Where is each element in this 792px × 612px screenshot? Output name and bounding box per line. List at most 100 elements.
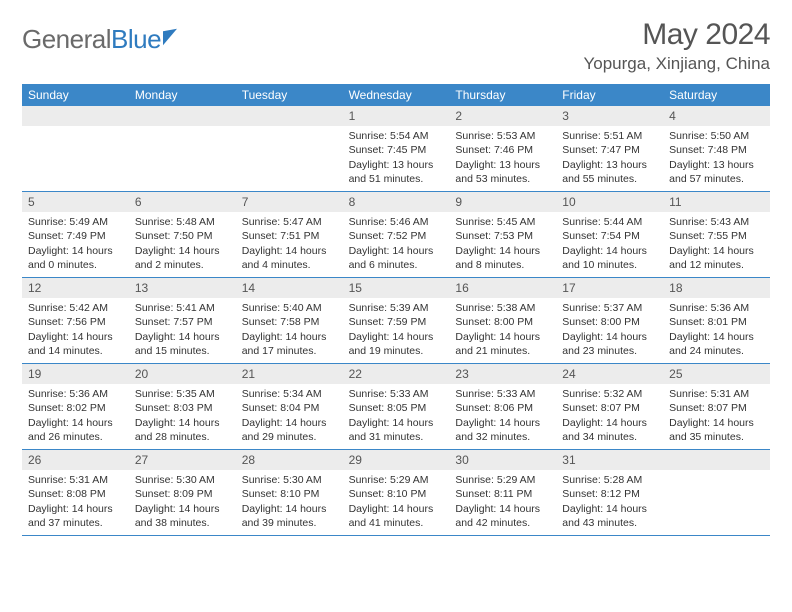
daylight-line1: Daylight: 14 hours: [669, 330, 764, 344]
daylight-line2: and 10 minutes.: [562, 258, 657, 272]
calendar-grid: SundayMondayTuesdayWednesdayThursdayFrid…: [22, 84, 770, 536]
daylight-line2: and 8 minutes.: [455, 258, 550, 272]
calendar-cell: 12Sunrise: 5:42 AMSunset: 7:56 PMDayligh…: [22, 278, 129, 364]
day-details: Sunrise: 5:54 AMSunset: 7:45 PMDaylight:…: [343, 129, 450, 186]
daylight-line2: and 51 minutes.: [349, 172, 444, 186]
day-details: Sunrise: 5:48 AMSunset: 7:50 PMDaylight:…: [129, 215, 236, 272]
calendar-cell: 22Sunrise: 5:33 AMSunset: 8:05 PMDayligh…: [343, 364, 450, 450]
calendar-cell: 11Sunrise: 5:43 AMSunset: 7:55 PMDayligh…: [663, 192, 770, 278]
calendar-cell-empty: [129, 106, 236, 192]
daylight-line2: and 0 minutes.: [28, 258, 123, 272]
calendar-cell-empty: [663, 450, 770, 536]
calendar-cell: 7 Sunrise: 5:47 AMSunset: 7:51 PMDaylight…: [236, 192, 343, 278]
sunrise-line: Sunrise: 5:29 AM: [349, 473, 444, 487]
day-number: 10: [556, 192, 663, 212]
sunset-line: Sunset: 7:54 PM: [562, 229, 657, 243]
calendar-cell: 4 Sunrise: 5:50 AMSunset: 7:48 PMDaylight…: [663, 106, 770, 192]
daylight-line2: and 31 minutes.: [349, 430, 444, 444]
daylight-line1: Daylight: 14 hours: [28, 244, 123, 258]
sunset-line: Sunset: 8:00 PM: [455, 315, 550, 329]
daylight-line1: Daylight: 14 hours: [455, 330, 550, 344]
calendar-cell: 21Sunrise: 5:34 AMSunset: 8:04 PMDayligh…: [236, 364, 343, 450]
weekday-header: Sunday: [22, 84, 129, 106]
calendar-cell: 14Sunrise: 5:40 AMSunset: 7:58 PMDayligh…: [236, 278, 343, 364]
daylight-line1: Daylight: 13 hours: [349, 158, 444, 172]
calendar-cell: 19 Sunrise: 5:36 AMSunset: 8:02 PMDayligh…: [22, 364, 129, 450]
sunset-line: Sunset: 7:46 PM: [455, 143, 550, 157]
sunset-line: Sunset: 7:57 PM: [135, 315, 230, 329]
daylight-line1: Daylight: 14 hours: [349, 416, 444, 430]
daylight-line2: and 14 minutes.: [28, 344, 123, 358]
weekday-header: Friday: [556, 84, 663, 106]
day-details: Sunrise: 5:43 AMSunset: 7:55 PMDaylight:…: [663, 215, 770, 272]
day-number: 17: [556, 278, 663, 298]
sunrise-line: Sunrise: 5:51 AM: [562, 129, 657, 143]
sunset-line: Sunset: 8:01 PM: [669, 315, 764, 329]
daylight-line1: Daylight: 14 hours: [242, 416, 337, 430]
day-number: 19: [22, 364, 129, 384]
day-number: 24: [556, 364, 663, 384]
weekday-header: Tuesday: [236, 84, 343, 106]
day-details: Sunrise: 5:50 AMSunset: 7:48 PMDaylight:…: [663, 129, 770, 186]
day-number: 7: [236, 192, 343, 212]
day-details: Sunrise: 5:36 AMSunset: 8:02 PMDaylight:…: [22, 387, 129, 444]
day-number: 29: [343, 450, 450, 470]
sunrise-line: Sunrise: 5:42 AM: [28, 301, 123, 315]
header-row: GeneralBlue May 2024 Yopurga, Xinjiang, …: [22, 18, 770, 74]
daylight-line2: and 29 minutes.: [242, 430, 337, 444]
day-details: Sunrise: 5:31 AMSunset: 8:08 PMDaylight:…: [22, 473, 129, 530]
sunrise-line: Sunrise: 5:38 AM: [455, 301, 550, 315]
daylight-line2: and 28 minutes.: [135, 430, 230, 444]
calendar-cell: 1Sunrise: 5:54 AMSunset: 7:45 PMDaylight…: [343, 106, 450, 192]
day-details: Sunrise: 5:31 AMSunset: 8:07 PMDaylight:…: [663, 387, 770, 444]
day-details: Sunrise: 5:30 AMSunset: 8:10 PMDaylight:…: [236, 473, 343, 530]
sunrise-line: Sunrise: 5:33 AM: [349, 387, 444, 401]
calendar-cell: 27 Sunrise: 5:30 AMSunset: 8:09 PMDayligh…: [129, 450, 236, 536]
sunset-line: Sunset: 8:04 PM: [242, 401, 337, 415]
day-number: 4: [663, 106, 770, 126]
weekday-header: Monday: [129, 84, 236, 106]
day-number: 5: [22, 192, 129, 212]
calendar-cell: 8Sunrise: 5:46 AMSunset: 7:52 PMDaylight…: [343, 192, 450, 278]
sunset-line: Sunset: 8:02 PM: [28, 401, 123, 415]
sunset-line: Sunset: 8:07 PM: [562, 401, 657, 415]
daylight-line1: Daylight: 14 hours: [455, 244, 550, 258]
sunset-line: Sunset: 7:45 PM: [349, 143, 444, 157]
day-details: Sunrise: 5:51 AMSunset: 7:47 PMDaylight:…: [556, 129, 663, 186]
calendar-cell-empty: [236, 106, 343, 192]
day-details: Sunrise: 5:53 AMSunset: 7:46 PMDaylight:…: [449, 129, 556, 186]
daylight-line2: and 38 minutes.: [135, 516, 230, 530]
sunset-line: Sunset: 7:55 PM: [669, 229, 764, 243]
sunrise-line: Sunrise: 5:31 AM: [28, 473, 123, 487]
sunrise-line: Sunrise: 5:29 AM: [455, 473, 550, 487]
sunrise-line: Sunrise: 5:41 AM: [135, 301, 230, 315]
day-details: Sunrise: 5:36 AMSunset: 8:01 PMDaylight:…: [663, 301, 770, 358]
day-number: 20: [129, 364, 236, 384]
day-details: Sunrise: 5:29 AMSunset: 8:10 PMDaylight:…: [343, 473, 450, 530]
day-number: 16: [449, 278, 556, 298]
sunset-line: Sunset: 8:12 PM: [562, 487, 657, 501]
sunrise-line: Sunrise: 5:32 AM: [562, 387, 657, 401]
sunrise-line: Sunrise: 5:30 AM: [242, 473, 337, 487]
daylight-line1: Daylight: 14 hours: [349, 502, 444, 516]
daylight-line1: Daylight: 13 hours: [455, 158, 550, 172]
sunset-line: Sunset: 8:10 PM: [349, 487, 444, 501]
day-number: 9: [449, 192, 556, 212]
sunrise-line: Sunrise: 5:36 AM: [28, 387, 123, 401]
sunrise-line: Sunrise: 5:28 AM: [562, 473, 657, 487]
day-details: Sunrise: 5:46 AMSunset: 7:52 PMDaylight:…: [343, 215, 450, 272]
daylight-line2: and 6 minutes.: [349, 258, 444, 272]
day-number: 27: [129, 450, 236, 470]
day-details: Sunrise: 5:30 AMSunset: 8:09 PMDaylight:…: [129, 473, 236, 530]
calendar-cell: 15Sunrise: 5:39 AMSunset: 7:59 PMDayligh…: [343, 278, 450, 364]
sunset-line: Sunset: 8:11 PM: [455, 487, 550, 501]
calendar-cell: 6Sunrise: 5:48 AMSunset: 7:50 PMDaylight…: [129, 192, 236, 278]
daylight-line2: and 39 minutes.: [242, 516, 337, 530]
day-details: Sunrise: 5:47 AMSunset: 7:51 PMDaylight:…: [236, 215, 343, 272]
day-number: 13: [129, 278, 236, 298]
day-details: Sunrise: 5:42 AMSunset: 7:56 PMDaylight:…: [22, 301, 129, 358]
sunset-line: Sunset: 7:53 PM: [455, 229, 550, 243]
sunset-line: Sunset: 7:58 PM: [242, 315, 337, 329]
sunset-line: Sunset: 8:10 PM: [242, 487, 337, 501]
logo: GeneralBlue: [22, 18, 177, 55]
